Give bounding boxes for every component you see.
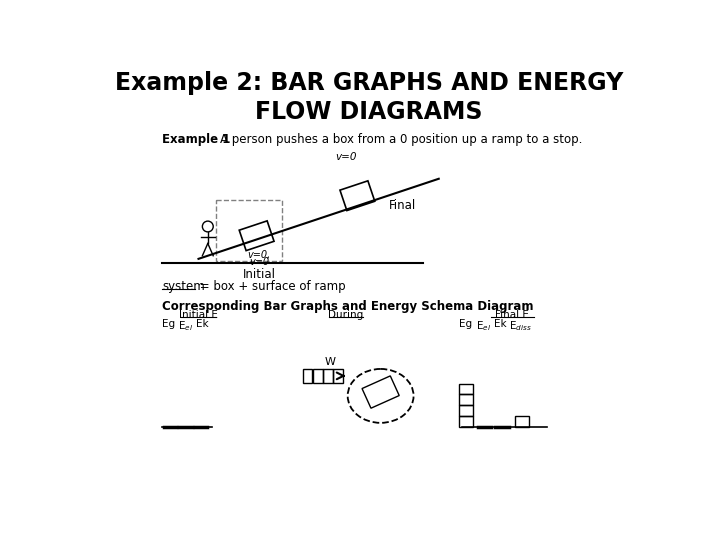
- Text: FLOW DIAGRAMS: FLOW DIAGRAMS: [256, 100, 482, 124]
- Bar: [459, 383, 473, 394]
- Text: v=0: v=0: [249, 257, 269, 267]
- Text: Example 1: Example 1: [162, 132, 230, 146]
- Bar: [459, 405, 473, 416]
- Text: Eg: Eg: [162, 319, 175, 329]
- Text: v=0: v=0: [335, 152, 356, 162]
- Bar: [459, 394, 473, 405]
- Text: Final: Final: [388, 199, 415, 212]
- Text: Initial E: Initial E: [179, 309, 218, 320]
- Bar: [216, 200, 282, 261]
- Text: Corresponding Bar Graphs and Energy Schema Diagram: Corresponding Bar Graphs and Energy Sche…: [162, 300, 534, 313]
- Text: Eg: Eg: [459, 319, 472, 329]
- Text: W: W: [325, 357, 336, 367]
- Text: E$_{diss}$: E$_{diss}$: [509, 319, 531, 333]
- Text: E$_{el}$: E$_{el}$: [178, 319, 193, 333]
- Text: system: system: [162, 280, 204, 293]
- Text: = box + surface of ramp: = box + surface of ramp: [196, 280, 346, 293]
- Bar: [313, 369, 323, 383]
- Text: Final E: Final E: [495, 309, 529, 320]
- Text: Example 2: BAR GRAPHS AND ENERGY: Example 2: BAR GRAPHS AND ENERGY: [114, 71, 624, 95]
- Text: E$_{el}$: E$_{el}$: [476, 319, 491, 333]
- Bar: [333, 369, 343, 383]
- Bar: [303, 369, 312, 383]
- Text: v=0,: v=0,: [248, 249, 271, 260]
- Text: Ek: Ek: [495, 319, 507, 329]
- Text: Initial: Initial: [243, 268, 276, 281]
- Text: Ek: Ek: [196, 319, 209, 329]
- Bar: [515, 416, 528, 427]
- Bar: [323, 369, 333, 383]
- Text: A person pushes a box from a 0 position up a ramp to a stop.: A person pushes a box from a 0 position …: [220, 132, 582, 146]
- Text: During: During: [328, 309, 364, 320]
- Bar: [459, 416, 473, 427]
